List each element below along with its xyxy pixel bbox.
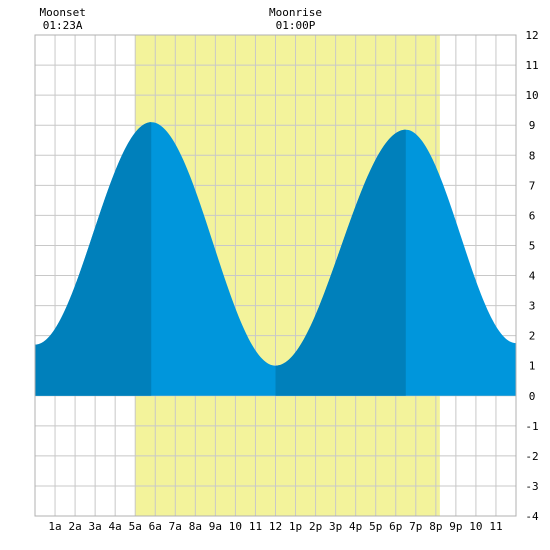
y-tick-label: 7	[529, 179, 536, 192]
x-tick-label: 9a	[209, 520, 222, 533]
tide-area-dark-band	[35, 122, 152, 396]
x-tick-label: 7a	[169, 520, 182, 533]
x-tick-label: 10	[229, 520, 242, 533]
moon-annotation-layer: Moonset 01:23A Moonrise 01:00P	[39, 6, 322, 32]
y-tick-label: 1	[529, 360, 536, 373]
x-tick-label: 2a	[68, 520, 81, 533]
x-tick-label: 6p	[389, 520, 402, 533]
moonrise-time: 01:00P	[276, 19, 316, 32]
y-tick-label: 5	[529, 239, 536, 252]
plot-border	[34, 34, 517, 517]
moonset-time: 01:23A	[43, 19, 83, 32]
y-tick-label: 2	[529, 330, 536, 343]
moonrise-label: Moonrise	[269, 6, 322, 19]
y-tick-label: -1	[525, 420, 538, 433]
x-tick-label: 1p	[289, 520, 302, 533]
x-tick-label: 8p	[429, 520, 442, 533]
x-tick-label: 10	[469, 520, 482, 533]
y-tick-label: 12	[525, 29, 538, 42]
x-tick-label: 9p	[449, 520, 462, 533]
x-tick-label: 4a	[109, 520, 122, 533]
y-tick-label: 8	[529, 149, 536, 162]
y-tick-label: -3	[525, 480, 538, 493]
y-tick-label: 6	[529, 209, 536, 222]
y-tick-label: 11	[525, 59, 538, 72]
x-tick-label: 11	[489, 520, 502, 533]
x-tick-label: 12	[269, 520, 282, 533]
y-tick-label: -4	[525, 510, 539, 523]
moonset-label: Moonset	[39, 6, 85, 19]
y-tick-label: -2	[525, 450, 538, 463]
x-tick-label: 11	[249, 520, 262, 533]
x-tick-label: 3p	[329, 520, 342, 533]
x-tick-label: 2p	[309, 520, 322, 533]
x-tick-label: 8a	[189, 520, 202, 533]
tide-area-layer	[35, 122, 516, 396]
x-tick-label: 5p	[369, 520, 382, 533]
y-tick-label: 9	[529, 119, 536, 132]
x-tick-label: 3a	[89, 520, 102, 533]
y-tick-label: 0	[529, 390, 536, 403]
axis-layer: 1a 2a 3a 4a 5a 6a 7a 8a 9a 10 11 12 1p 2p 3p 4p 5p 6p 7p 8p…	[48, 29, 539, 533]
y-tick-label: 4	[529, 270, 536, 283]
x-tick-label: 4p	[349, 520, 362, 533]
y-tick-label: 10	[525, 89, 538, 102]
tide-area-dark-band	[275, 129, 406, 396]
x-tick-label: 5a	[129, 520, 142, 533]
x-tick-label: 6a	[149, 520, 162, 533]
x-tick-label: 7p	[409, 520, 422, 533]
x-tick-label: 1a	[48, 520, 61, 533]
y-tick-label: 3	[529, 300, 536, 313]
